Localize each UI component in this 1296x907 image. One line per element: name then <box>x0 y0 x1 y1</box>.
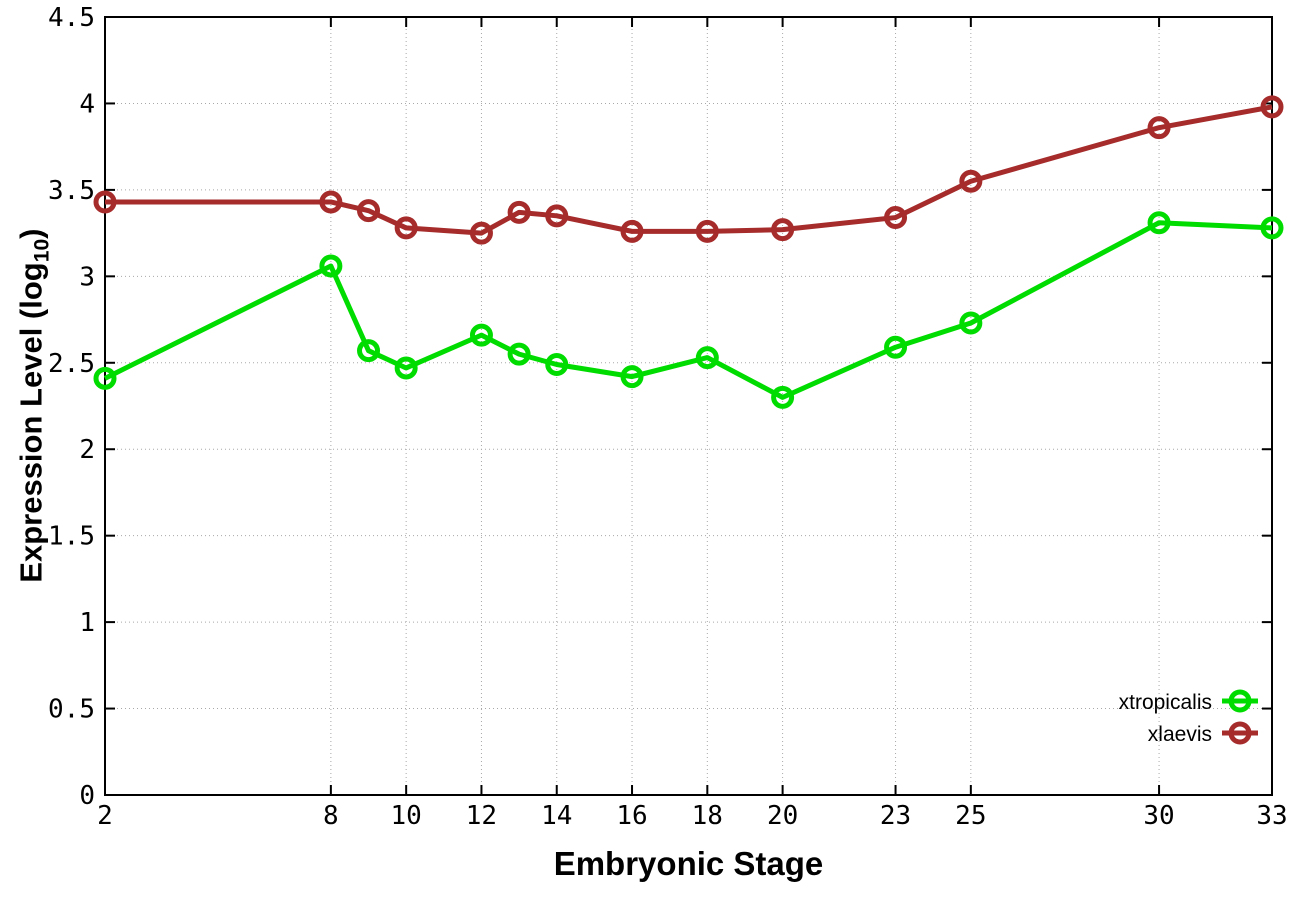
data-point-xtropicalis <box>959 311 983 335</box>
x-tick-label: 8 <box>323 801 339 831</box>
data-point-xtropicalis <box>394 356 418 380</box>
data-point-xlaevis <box>1147 116 1171 140</box>
data-point-xtropicalis <box>695 346 719 370</box>
y-tick-label: 2.5 <box>48 349 95 379</box>
plot-border <box>104 16 1273 796</box>
data-point-xlaevis <box>620 219 644 243</box>
data-point-xlaevis <box>771 218 795 242</box>
data-point-xtropicalis <box>469 323 493 347</box>
y-tick-label: 0.5 <box>48 695 95 725</box>
data-point-xtropicalis <box>771 385 795 409</box>
data-point-xlaevis <box>1260 95 1284 119</box>
data-point-xlaevis <box>469 221 493 245</box>
y-tick-label: 1 <box>79 608 95 638</box>
data-point-xtropicalis <box>357 339 381 363</box>
data-point-xtropicalis <box>507 342 531 366</box>
x-tick-label: 12 <box>466 801 497 831</box>
x-tick-label: 10 <box>391 801 422 831</box>
y-tick-label: 4 <box>79 89 95 119</box>
data-point-xlaevis <box>884 206 908 230</box>
legend-sample-marker-xtropicalis <box>1228 689 1252 713</box>
y-tick-label: 1.5 <box>48 522 95 552</box>
series-line-xlaevis <box>105 104 1273 236</box>
x-tick-label: 20 <box>767 801 798 831</box>
data-point-xtropicalis <box>1260 216 1284 240</box>
data-point-xtropicalis <box>545 353 569 377</box>
data-point-xtropicalis <box>93 366 117 390</box>
y-tick-label: 0 <box>79 781 95 811</box>
y-axis-label-text: Expression Level (log10) <box>13 228 54 584</box>
data-point-xlaevis <box>319 190 343 214</box>
data-point-xlaevis <box>357 199 381 223</box>
series-line-xtropicalis <box>103 220 1273 400</box>
x-tick-label: 33 <box>1256 801 1287 831</box>
data-point-xtropicalis <box>319 254 343 278</box>
x-tick-label: 25 <box>955 801 986 831</box>
data-point-xlaevis <box>93 190 117 214</box>
x-tick-label: 23 <box>880 801 911 831</box>
x-axis-label: Embryonic Stage <box>553 845 824 882</box>
data-point-xlaevis <box>695 219 719 243</box>
data-point-xlaevis <box>959 169 983 193</box>
data-point-xtropicalis <box>884 335 908 359</box>
legend-sample-marker-xlaevis <box>1228 721 1252 745</box>
data-point-xlaevis <box>394 216 418 240</box>
legend-label-xlaevis: xlaevis <box>1148 723 1212 746</box>
data-point-xlaevis <box>507 200 531 224</box>
legend-label-xtropicalis: xtropicalis <box>1119 691 1212 714</box>
data-point-xtropicalis <box>1147 211 1171 235</box>
y-tick-label: 3.5 <box>48 176 95 206</box>
data-point-xlaevis <box>545 204 569 228</box>
x-tick-label: 30 <box>1143 801 1174 831</box>
x-tick-label: 18 <box>692 801 723 831</box>
x-tick-label: 2 <box>97 801 113 831</box>
y-tick-label: 2 <box>79 435 95 465</box>
y-axis-label: Expression Level (log10) <box>4 0 64 812</box>
x-tick-label: 16 <box>616 801 647 831</box>
data-point-xtropicalis <box>620 365 644 389</box>
y-axis-label-subscript: 10 <box>30 239 54 263</box>
y-tick-label: 4.5 <box>48 3 95 33</box>
x-tick-label: 14 <box>541 801 572 831</box>
y-tick-label: 3 <box>79 262 95 292</box>
